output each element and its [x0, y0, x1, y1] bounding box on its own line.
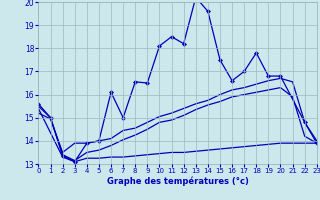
X-axis label: Graphe des températures (°c): Graphe des températures (°c)	[107, 177, 249, 186]
